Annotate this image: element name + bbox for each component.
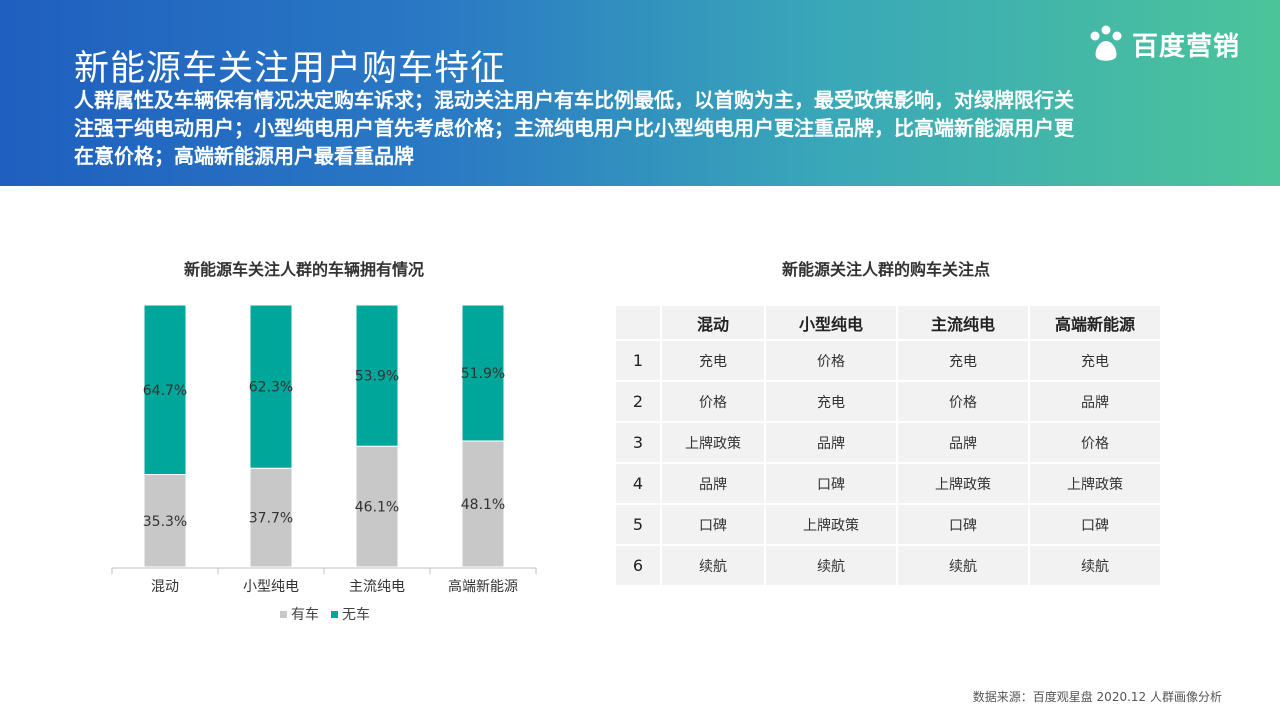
legend-swatch-not-owned <box>331 610 338 618</box>
table-title: 新能源关注人群的购车关注点 <box>782 260 991 279</box>
table-header-blank <box>616 306 660 339</box>
table-cell: 品牌 <box>1030 382 1160 421</box>
table-rank-cell: 6 <box>616 546 660 585</box>
table-cell: 价格 <box>662 382 764 421</box>
table-row: 6 续航 续航 续航 续航 <box>616 546 1160 585</box>
table-rank-cell: 2 <box>616 382 660 421</box>
bar-segment-not-owned <box>143 304 187 476</box>
table-cell: 价格 <box>766 341 896 380</box>
table-cell: 充电 <box>662 341 764 380</box>
table-cell: 上牌政策 <box>898 464 1028 503</box>
data-label-not-owned: 64.7% <box>143 383 187 399</box>
table-cell: 上牌政策 <box>1030 464 1160 503</box>
table-header-mainstream-ev: 主流纯电 <box>898 306 1028 339</box>
table-cell: 充电 <box>898 341 1028 380</box>
data-source-note: 数据来源：百度观星盘 2020.12 人群画像分析 <box>972 690 1222 704</box>
legend-label-not-owned: 无车 <box>342 607 370 623</box>
table-cell: 价格 <box>1030 423 1160 462</box>
table-cell: 品牌 <box>766 423 896 462</box>
paw-icon <box>1090 25 1122 61</box>
table-cell: 充电 <box>766 382 896 421</box>
bar-segment-owned <box>355 445 399 568</box>
data-label-not-owned: 62.3% <box>249 380 293 396</box>
page-title: 新能源车关注用户购车特征 <box>74 49 507 89</box>
table-rank-cell: 3 <box>616 423 660 462</box>
page-subtitle: 人群属性及车辆保有情况决定购车诉求；混动关注用户有车比例最低，以首购为主，最受政… <box>74 88 1074 168</box>
table-row: 2 价格 充电 价格 品牌 <box>616 382 1160 421</box>
bar-segment-owned <box>249 467 293 568</box>
legend-label-owned: 有车 <box>291 607 319 623</box>
table-header-hybrid: 混动 <box>662 306 764 339</box>
table-cell: 上牌政策 <box>662 423 764 462</box>
header-banner: 新能源车关注用户购车特征 人群属性及车辆保有情况决定购车诉求；混动关注用户有车比… <box>0 0 1280 186</box>
data-label-owned: 48.1% <box>461 497 505 513</box>
purchase-focus-table: 混动 小型纯电 主流纯电 高端新能源 1 充电 价格 充电 充电 2 价格 充电 价格 品牌 3 上牌… <box>614 304 1162 587</box>
table-cell: 口碑 <box>1030 505 1160 544</box>
legend-item-owned: 有车 <box>280 604 319 624</box>
bar-segment-not-owned <box>461 304 505 442</box>
table-row: 5 口碑 上牌政策 口碑 口碑 <box>616 505 1160 544</box>
data-label-owned: 37.7% <box>249 511 293 527</box>
table-cell: 口碑 <box>662 505 764 544</box>
bar-chart-title: 新能源车关注人群的车辆拥有情况 <box>184 260 425 279</box>
table-cell: 价格 <box>898 382 1028 421</box>
table-rank-cell: 5 <box>616 505 660 544</box>
bar-segment-not-owned <box>355 304 399 447</box>
legend-item-not-owned: 无车 <box>331 604 370 624</box>
table-cell: 续航 <box>898 546 1028 585</box>
chart-legend: 有车 无车 <box>280 604 370 624</box>
table-header-row: 混动 小型纯电 主流纯电 高端新能源 <box>616 306 1160 339</box>
table-row: 1 充电 价格 充电 充电 <box>616 341 1160 380</box>
table-cell: 品牌 <box>898 423 1028 462</box>
table-header-small-ev: 小型纯电 <box>766 306 896 339</box>
table-cell: 品牌 <box>662 464 764 503</box>
table-cell: 续航 <box>1030 546 1160 585</box>
table-row: 3 上牌政策 品牌 品牌 价格 <box>616 423 1160 462</box>
table-header-premium-nev: 高端新能源 <box>1030 306 1160 339</box>
x-tick-label: 混动 <box>151 579 179 595</box>
data-label-not-owned: 53.9% <box>355 369 399 385</box>
table-cell: 充电 <box>1030 341 1160 380</box>
x-tick-label: 小型纯电 <box>243 579 299 595</box>
legend-swatch-owned <box>280 610 287 618</box>
table-cell: 续航 <box>662 546 764 585</box>
table-row: 4 品牌 口碑 上牌政策 上牌政策 <box>616 464 1160 503</box>
brand-logo: 百度营销 <box>1086 24 1240 64</box>
table-cell: 续航 <box>766 546 896 585</box>
data-label-owned: 46.1% <box>355 500 399 516</box>
table-rank-cell: 1 <box>616 341 660 380</box>
data-label-not-owned: 51.9% <box>461 366 505 382</box>
table-cell: 口碑 <box>766 464 896 503</box>
logo-text: 百度营销 <box>1132 31 1241 62</box>
bar-segment-owned <box>461 440 505 568</box>
table-rank-cell: 4 <box>616 464 660 503</box>
bar-segment-owned <box>143 474 187 568</box>
bar-segment-not-owned <box>249 304 293 469</box>
data-label-owned: 35.3% <box>143 514 187 530</box>
table-cell: 上牌政策 <box>766 505 896 544</box>
table-cell: 口碑 <box>898 505 1028 544</box>
x-tick-label: 主流纯电 <box>349 579 405 595</box>
x-tick-label: 高端新能源 <box>448 578 518 595</box>
